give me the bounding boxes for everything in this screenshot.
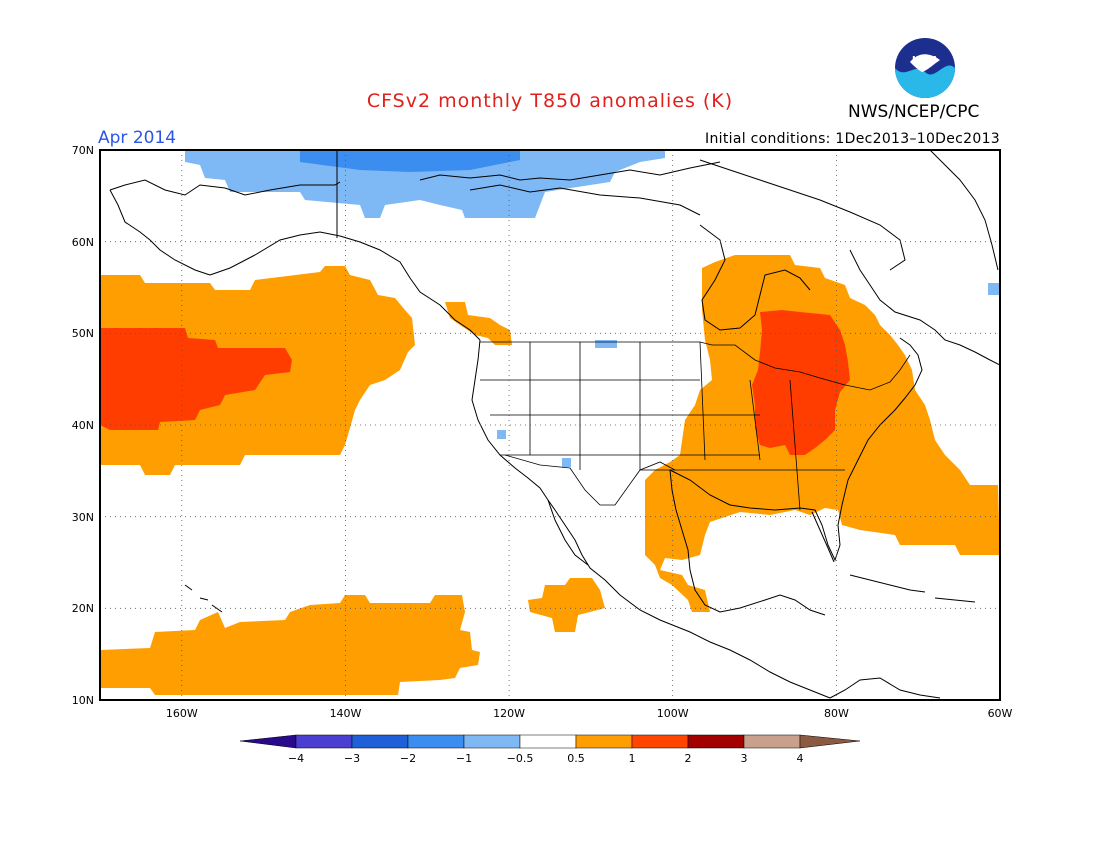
cuba — [849, 574, 926, 593]
legend-label: 4 — [797, 752, 804, 765]
great-lakes-strong-anomaly — [752, 310, 850, 455]
initial-conditions: Initial conditions: 1Dec2013–10Dec2013 — [705, 131, 1000, 147]
lon-tick: 80W — [824, 707, 849, 720]
arctic-islands-2 — [469, 184, 701, 216]
lon-tick-labels: 160W 140W 120W 100W 80W 60W — [166, 707, 1013, 720]
lon-tick: 60W — [988, 707, 1013, 720]
legend-swatch — [519, 734, 577, 749]
state-lines-v — [529, 341, 801, 511]
hispaniola — [934, 597, 976, 603]
greenland-edge — [929, 150, 999, 271]
lat-tick: 10N — [72, 694, 94, 707]
legend-label: 2 — [685, 752, 692, 765]
lon-tick: 120W — [493, 707, 525, 720]
lon-tick: 160W — [166, 707, 198, 720]
alaska-south-coast — [209, 231, 481, 341]
legend-swatch — [463, 734, 521, 749]
arctic-cool-anomaly-strong — [300, 150, 520, 172]
cool-speck — [497, 430, 506, 439]
coastlines — [109, 150, 1000, 699]
lat-tick: 40N — [72, 419, 94, 432]
legend-label: 0.5 — [567, 752, 585, 765]
color-legend: −4 −3 −2 −1 −0.5 0.5 1 2 3 4 — [239, 734, 861, 765]
central-america — [829, 677, 941, 699]
svg-text:NOAA: NOAA — [912, 55, 938, 64]
hawaii — [184, 584, 223, 613]
pacific-nw-warm-anomaly — [445, 302, 512, 345]
alaska-coast — [109, 179, 341, 196]
lat-tick: 60N — [72, 236, 94, 249]
legend-label: 1 — [629, 752, 636, 765]
legend-swatch — [575, 734, 633, 749]
labrador-coast — [849, 249, 1000, 366]
legend-label: 3 — [741, 752, 748, 765]
north-pacific-strong-anomaly — [100, 328, 292, 430]
arctic-islands — [419, 161, 721, 181]
lat-tick: 20N — [72, 602, 94, 615]
lat-tick: 70N — [72, 144, 94, 157]
florida — [811, 511, 835, 563]
alaska-west-coast — [109, 189, 211, 276]
legend-swatch — [351, 734, 409, 749]
chart-title: CFSv2 monthly T850 anomalies (K) — [366, 90, 734, 112]
graticule — [100, 150, 1000, 700]
legend-swatch — [407, 734, 465, 749]
lon-tick: 140W — [330, 707, 362, 720]
mexico-warm-anomaly — [528, 578, 605, 632]
hudson-bay — [699, 224, 811, 331]
cool-speck — [595, 340, 617, 348]
state-lines-h — [480, 379, 845, 471]
baja-california — [547, 499, 589, 566]
gulf-coast — [669, 469, 826, 616]
us-west-coast — [471, 339, 831, 699]
us-east-coast — [841, 337, 923, 506]
legend-swatch — [631, 734, 689, 749]
tropical-pacific-warm-anomaly — [100, 595, 480, 695]
cool-speck — [988, 283, 1000, 295]
lon-tick: 100W — [657, 707, 689, 720]
map-frame — [99, 149, 1001, 701]
forecast-period: Apr 2014 — [98, 128, 177, 148]
organization-label: NWS/NCEP/CPC — [848, 102, 980, 122]
legend-arrow-left — [239, 734, 297, 749]
legend-label: −3 — [344, 752, 360, 765]
lat-tick-labels: 70N 60N 50N 40N 30N 20N 10N — [72, 144, 94, 707]
legend-label: −0.5 — [507, 752, 534, 765]
lat-tick: 30N — [72, 511, 94, 524]
cool-speck — [562, 458, 571, 467]
arctic-cool-anomaly — [185, 150, 665, 218]
legend-swatch — [743, 734, 801, 749]
baffin-island — [699, 159, 906, 271]
us-canada-border — [480, 341, 911, 391]
legend-label: −2 — [400, 752, 416, 765]
legend-label: −1 — [456, 752, 472, 765]
legend-swatch — [295, 734, 353, 749]
anomaly-shading — [100, 150, 1000, 695]
legend-arrow-right — [799, 734, 861, 749]
legend-label: −4 — [288, 752, 304, 765]
noaa-logo: NOAA — [895, 38, 955, 98]
us-gulf-coast — [669, 469, 843, 562]
legend-swatch — [687, 734, 745, 749]
lat-tick: 50N — [72, 327, 94, 340]
political-borders — [480, 341, 911, 511]
us-mexico-border — [504, 454, 676, 506]
